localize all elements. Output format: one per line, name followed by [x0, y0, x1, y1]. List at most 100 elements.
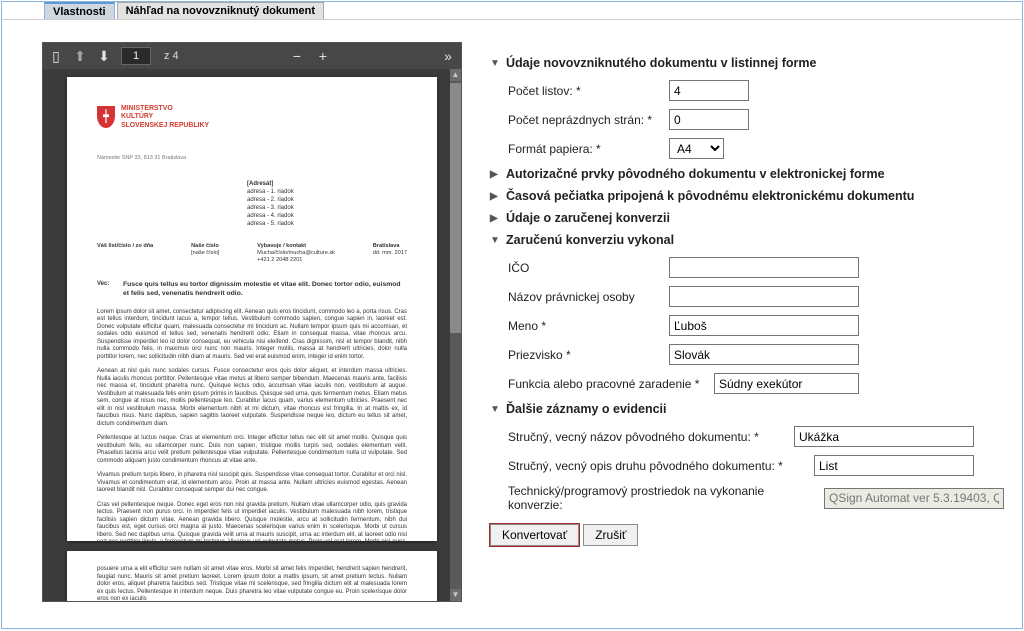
recipients-l1: adresa - 1. riadok: [247, 188, 407, 196]
pdf-para-1: Lorem ipsum dolor sit amet, consectetur …: [97, 309, 407, 362]
page-down-icon[interactable]: ⬇: [97, 49, 111, 63]
meta-c2b: [naše číslo]: [191, 250, 219, 257]
meta-c4a: Bratislava: [373, 243, 407, 250]
scrollbar-thumb[interactable]: [450, 83, 461, 333]
firstname-label: Meno *: [508, 319, 663, 333]
pdf-toolbar-left: ▯ ⬆ ⬇ z 4: [49, 47, 179, 65]
tab-properties[interactable]: Vlastnosti: [44, 2, 115, 19]
ministry-text: MINISTERSTVO KULTÚRY SLOVENSKEJ REPUBLIK…: [121, 105, 209, 130]
section-title-paper: Údaje novovzniknutého dokumentu v listin…: [506, 56, 816, 70]
tab-properties-label: Vlastnosti: [53, 6, 106, 18]
section-hdr-timestamp[interactable]: ▶ Časová pečiatka pripojená k pôvodnému …: [490, 189, 1004, 203]
section-title-records: Ďalšie záznamy o evidencii: [506, 402, 667, 416]
pdf-scroll-area[interactable]: MINISTERSTVO KULTÚRY SLOVENSKEJ REPUBLIK…: [43, 69, 461, 601]
paper-format-select[interactable]: A4: [669, 138, 724, 159]
role-label: Funkcia alebo pracovné zaradenie *: [508, 377, 708, 391]
role-input[interactable]: [714, 373, 859, 394]
pdf-viewer: ▯ ⬆ ⬇ z 4 − + »: [42, 42, 462, 602]
ministry-logo: MINISTERSTVO KULTÚRY SLOVENSKEJ REPUBLIK…: [97, 105, 407, 130]
zoom-out-icon[interactable]: −: [290, 49, 304, 63]
pdf-meta-row: Váš list/číslo / zo dňa Naše číslo [naše…: [97, 243, 407, 264]
doc-name-input[interactable]: [794, 426, 974, 447]
pdf-para-5: Cras vel pellentesque neque. Donec eget …: [97, 502, 407, 542]
scrollbar[interactable]: ▲ ▼: [450, 69, 461, 601]
page-count-label: Počet neprázdnych strán: *: [508, 113, 663, 127]
ministry-line2: KULTÚRY: [121, 113, 209, 121]
sheet-count-label: Počet listov: *: [508, 84, 663, 98]
ico-input[interactable]: [669, 257, 859, 278]
pdf-para-3: Pellentesque at luctus neque. Cras at el…: [97, 435, 407, 465]
tech-tool-label: Technický/programový prostriedok na vyko…: [508, 484, 818, 512]
expand-icon: ▼: [490, 58, 500, 69]
doc-desc-label: Stručný, vecný opis druhu pôvodného doku…: [508, 459, 808, 473]
recipients-l3: adresa - 3. riadok: [247, 204, 407, 212]
paper-format-label: Formát papiera: *: [508, 142, 663, 156]
lastname-label: Priezvisko *: [508, 348, 663, 362]
tab-preview[interactable]: Náhľad na novovzniknutý dokument: [117, 2, 324, 19]
meta-c4b: dd. mm. 2017: [373, 250, 407, 257]
window: Vlastnosti Náhľad na novovzniknutý dokum…: [1, 1, 1023, 629]
section-paper-block: Počet listov: * Počet neprázdnych strán:…: [490, 80, 1004, 159]
sidebar-icon[interactable]: ▯: [49, 49, 63, 63]
expand-icon: ▼: [490, 404, 500, 415]
recipients-l5: adresa - 5. riadok: [247, 220, 407, 228]
pdf-recipients: [Adresát] adresa - 1. riadok adresa - 2.…: [247, 180, 407, 229]
doc-name-label: Stručný, vecný názov pôvodného dokumentu…: [508, 430, 788, 444]
section-hdr-conversion[interactable]: ▶ Údaje o zaručenej konverzii: [490, 211, 1004, 225]
pdf-address: Námestie SNP 33, 813 31 Bratislava: [97, 155, 407, 162]
firstname-input[interactable]: [669, 315, 859, 336]
org-name-input[interactable]: [669, 286, 859, 307]
meta-c2a: Naše číslo: [191, 243, 219, 250]
expand-icon: ▼: [490, 235, 500, 246]
page-number-input[interactable]: [121, 47, 151, 65]
section-title-conversion: Údaje o zaručenej konverzii: [506, 211, 670, 225]
section-title-auth: Autorizačné prvky pôvodného dokumentu v …: [506, 167, 885, 181]
main-panel: ▯ ⬆ ⬇ z 4 − + »: [2, 20, 1022, 628]
page-up-icon[interactable]: ⬆: [73, 49, 87, 63]
button-bar: Konvertovať Zrušiť: [490, 524, 1004, 546]
ministry-line3: SLOVENSKEJ REPUBLIKY: [121, 122, 209, 130]
meta-c3c: +421 2 2048 2201: [257, 257, 335, 264]
collapse-icon: ▶: [490, 169, 500, 180]
lastname-input[interactable]: [669, 344, 859, 365]
cancel-button[interactable]: Zrušiť: [583, 524, 638, 546]
tab-strip: Vlastnosti Náhľad na novovzniknutý dokum…: [2, 2, 1022, 20]
section-title-timestamp: Časová pečiatka pripojená k pôvodnému el…: [506, 189, 914, 203]
sheet-count-input[interactable]: [669, 80, 749, 101]
collapse-icon: ▶: [490, 191, 500, 202]
page-count-input[interactable]: [669, 109, 749, 130]
tech-tool-input: [824, 488, 1004, 509]
section-hdr-paper[interactable]: ▼ Údaje novovzniknutého dokumentu v list…: [490, 56, 1004, 70]
coat-of-arms-icon: [97, 106, 115, 128]
org-name-label: Názov právnickej osoby: [508, 290, 663, 304]
page-total-label: z 4: [164, 50, 179, 62]
convert-button[interactable]: Konvertovať: [490, 524, 579, 546]
section-title-performer: Zaručenú konverziu vykonal: [506, 233, 674, 247]
recipients-l4: adresa - 4. riadok: [247, 212, 407, 220]
doc-desc-input[interactable]: [814, 455, 974, 476]
pdf-toolbar-mid: − +: [290, 49, 330, 63]
pdf-para-2: Aenean at nisl quis nunc sodales cursus.…: [97, 368, 407, 428]
section-hdr-performer[interactable]: ▼ Zaručenú konverziu vykonal: [490, 233, 1004, 247]
recipients-hdr: [Adresát]: [247, 180, 407, 188]
section-hdr-records[interactable]: ▼ Ďalšie záznamy o evidencii: [490, 402, 1004, 416]
section-hdr-auth[interactable]: ▶ Autorizačné prvky pôvodného dokumentu …: [490, 167, 1004, 181]
scroll-down-icon[interactable]: ▼: [450, 589, 461, 601]
ico-label: IČO: [508, 261, 663, 275]
collapse-icon: ▶: [490, 213, 500, 224]
zoom-in-icon[interactable]: +: [316, 49, 330, 63]
tools-icon[interactable]: »: [441, 49, 455, 63]
meta-c3a: Vybavuje / kontakt: [257, 243, 335, 250]
meta-c3b: Mucha/číslo/mucha@culture.sk: [257, 250, 335, 257]
form-panel: ▼ Údaje novovzniknutého dokumentu v list…: [490, 42, 1004, 618]
pdf-page-1: MINISTERSTVO KULTÚRY SLOVENSKEJ REPUBLIK…: [67, 77, 437, 541]
pdf-page-2: posuere urna a elit efficitur sem nullam…: [67, 551, 437, 601]
meta-c1a: Váš list/číslo / zo dňa: [97, 243, 153, 250]
pdf-toolbar: ▯ ⬆ ⬇ z 4 − + »: [43, 43, 461, 69]
recipients-l2: adresa - 2. riadok: [247, 196, 407, 204]
tab-preview-label: Náhľad na novovzniknutý dokument: [126, 5, 315, 17]
pdf-para-4: Vivamus pretium turpis libero, in pharet…: [97, 472, 407, 495]
scroll-up-icon[interactable]: ▲: [450, 69, 461, 81]
pdf-page2-para: posuere urna a elit efficitur sem nullam…: [97, 566, 407, 601]
pdf-subject: Vec: Fusce quis tellus eu tortor digniss…: [97, 280, 407, 298]
